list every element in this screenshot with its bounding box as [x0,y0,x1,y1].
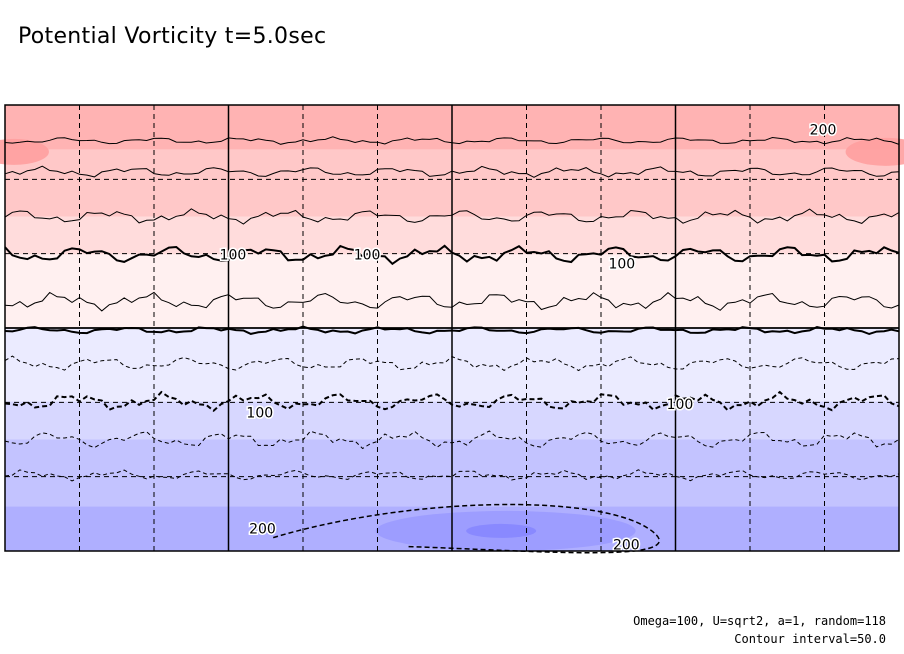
plot-frame [4,104,900,552]
pv-grid [5,105,899,551]
pv-low-core [466,523,537,538]
contour-label-2: 100 [608,256,635,272]
contour-label-0: 100 [220,247,247,263]
pv-high-left [0,138,49,165]
contour-label-1: 100 [354,247,381,263]
pv-features [0,137,904,551]
contour-label-5: 200 [249,522,276,538]
contour-label-7: 200 [810,123,837,139]
pv-swirl [421,174,662,215]
parameters-note: Omega=100, U=sqrt2, a=1, random=118 [633,614,886,628]
pv-high-right [845,137,904,166]
contour-label-4: 100 [667,397,694,413]
chart-title: Potential Vorticity t=5.0sec [18,24,327,49]
pv-contour-labels: 100 100 100 100 100 200 200 200 [218,121,838,555]
contour-interval-note: Contour interval=50.0 [734,632,886,646]
contour-label-3: 100 [246,406,273,422]
contour-label-6: 200 [613,537,640,553]
